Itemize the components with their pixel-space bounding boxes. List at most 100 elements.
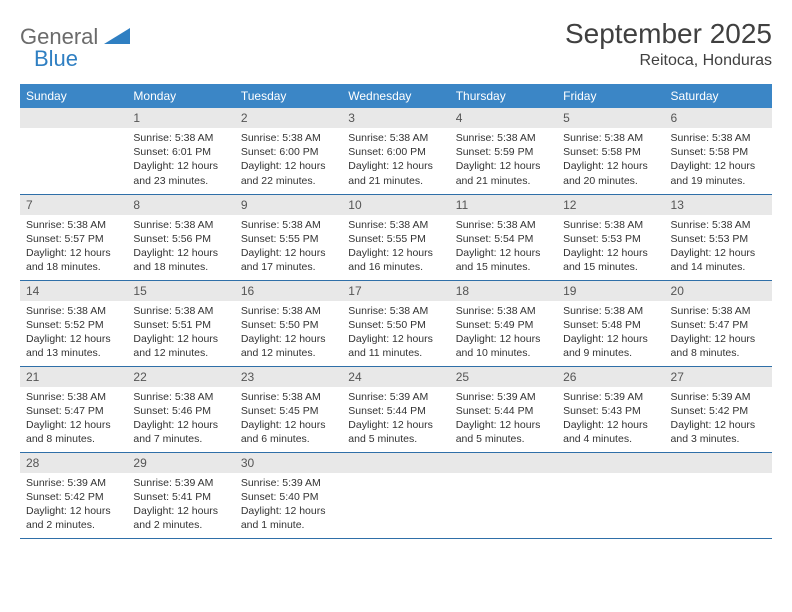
calendar-cell: 26Sunrise: 5:39 AMSunset: 5:43 PMDayligh… [557, 366, 664, 452]
day-number: 13 [665, 195, 772, 215]
sunset-text: Sunset: 5:49 PM [456, 318, 551, 332]
sunset-text: Sunset: 5:54 PM [456, 232, 551, 246]
daylight-text: Daylight: 12 hours and 21 minutes. [348, 159, 443, 187]
day-body: Sunrise: 5:38 AMSunset: 6:01 PMDaylight:… [127, 128, 234, 192]
sunrise-text: Sunrise: 5:38 AM [563, 131, 658, 145]
daylight-text: Daylight: 12 hours and 2 minutes. [26, 504, 121, 532]
calendar-cell-empty [557, 452, 664, 538]
sunset-text: Sunset: 5:58 PM [563, 145, 658, 159]
daylight-text: Daylight: 12 hours and 22 minutes. [241, 159, 336, 187]
daylight-text: Daylight: 12 hours and 5 minutes. [348, 418, 443, 446]
weekday-header: Monday [127, 84, 234, 108]
day-number: 2 [235, 108, 342, 128]
day-number: 28 [20, 453, 127, 473]
calendar-cell-empty [342, 452, 449, 538]
sunrise-text: Sunrise: 5:39 AM [26, 476, 121, 490]
daylight-text: Daylight: 12 hours and 17 minutes. [241, 246, 336, 274]
sunrise-text: Sunrise: 5:39 AM [456, 390, 551, 404]
day-body: Sunrise: 5:38 AMSunset: 5:50 PMDaylight:… [235, 301, 342, 365]
sunset-text: Sunset: 5:46 PM [133, 404, 228, 418]
sunrise-text: Sunrise: 5:38 AM [241, 304, 336, 318]
day-body: Sunrise: 5:38 AMSunset: 5:46 PMDaylight:… [127, 387, 234, 451]
weekday-row: SundayMondayTuesdayWednesdayThursdayFrid… [20, 84, 772, 108]
day-body: Sunrise: 5:38 AMSunset: 5:59 PMDaylight:… [450, 128, 557, 192]
day-body: Sunrise: 5:38 AMSunset: 5:47 PMDaylight:… [665, 301, 772, 365]
sunrise-text: Sunrise: 5:38 AM [241, 131, 336, 145]
daylight-text: Daylight: 12 hours and 13 minutes. [26, 332, 121, 360]
sunrise-text: Sunrise: 5:39 AM [671, 390, 766, 404]
sunrise-text: Sunrise: 5:38 AM [241, 390, 336, 404]
sunset-text: Sunset: 5:45 PM [241, 404, 336, 418]
calendar-cell: 18Sunrise: 5:38 AMSunset: 5:49 PMDayligh… [450, 280, 557, 366]
calendar-cell-empty [665, 452, 772, 538]
day-body: Sunrise: 5:39 AMSunset: 5:42 PMDaylight:… [665, 387, 772, 451]
sunrise-text: Sunrise: 5:38 AM [26, 390, 121, 404]
day-body [450, 473, 557, 527]
calendar-week-row: 28Sunrise: 5:39 AMSunset: 5:42 PMDayligh… [20, 452, 772, 538]
calendar-cell: 1Sunrise: 5:38 AMSunset: 6:01 PMDaylight… [127, 108, 234, 194]
day-body: Sunrise: 5:39 AMSunset: 5:44 PMDaylight:… [450, 387, 557, 451]
sunset-text: Sunset: 5:42 PM [26, 490, 121, 504]
sunset-text: Sunset: 5:44 PM [348, 404, 443, 418]
daylight-text: Daylight: 12 hours and 6 minutes. [241, 418, 336, 446]
day-body: Sunrise: 5:38 AMSunset: 5:45 PMDaylight:… [235, 387, 342, 451]
calendar-cell: 13Sunrise: 5:38 AMSunset: 5:53 PMDayligh… [665, 194, 772, 280]
sunset-text: Sunset: 5:53 PM [671, 232, 766, 246]
daylight-text: Daylight: 12 hours and 14 minutes. [671, 246, 766, 274]
sunrise-text: Sunrise: 5:39 AM [563, 390, 658, 404]
daylight-text: Daylight: 12 hours and 18 minutes. [133, 246, 228, 274]
day-number: 27 [665, 367, 772, 387]
day-number: 25 [450, 367, 557, 387]
day-body: Sunrise: 5:38 AMSunset: 6:00 PMDaylight:… [342, 128, 449, 192]
sunrise-text: Sunrise: 5:38 AM [563, 218, 658, 232]
day-number: 8 [127, 195, 234, 215]
daylight-text: Daylight: 12 hours and 5 minutes. [456, 418, 551, 446]
sunset-text: Sunset: 5:51 PM [133, 318, 228, 332]
sunset-text: Sunset: 5:55 PM [348, 232, 443, 246]
sunrise-text: Sunrise: 5:39 AM [241, 476, 336, 490]
daylight-text: Daylight: 12 hours and 3 minutes. [671, 418, 766, 446]
day-number: 5 [557, 108, 664, 128]
calendar-cell: 29Sunrise: 5:39 AMSunset: 5:41 PMDayligh… [127, 452, 234, 538]
day-number: 23 [235, 367, 342, 387]
day-body: Sunrise: 5:38 AMSunset: 5:58 PMDaylight:… [557, 128, 664, 192]
calendar-cell: 16Sunrise: 5:38 AMSunset: 5:50 PMDayligh… [235, 280, 342, 366]
day-body: Sunrise: 5:38 AMSunset: 5:47 PMDaylight:… [20, 387, 127, 451]
sunset-text: Sunset: 5:47 PM [671, 318, 766, 332]
sunrise-text: Sunrise: 5:38 AM [133, 390, 228, 404]
sunset-text: Sunset: 5:42 PM [671, 404, 766, 418]
day-number: 21 [20, 367, 127, 387]
day-body: Sunrise: 5:38 AMSunset: 5:52 PMDaylight:… [20, 301, 127, 365]
day-body: Sunrise: 5:39 AMSunset: 5:43 PMDaylight:… [557, 387, 664, 451]
day-number: 12 [557, 195, 664, 215]
calendar-cell: 9Sunrise: 5:38 AMSunset: 5:55 PMDaylight… [235, 194, 342, 280]
sunrise-text: Sunrise: 5:38 AM [671, 131, 766, 145]
day-body: Sunrise: 5:38 AMSunset: 5:57 PMDaylight:… [20, 215, 127, 279]
calendar-cell: 15Sunrise: 5:38 AMSunset: 5:51 PMDayligh… [127, 280, 234, 366]
day-body: Sunrise: 5:39 AMSunset: 5:41 PMDaylight:… [127, 473, 234, 537]
calendar-cell: 12Sunrise: 5:38 AMSunset: 5:53 PMDayligh… [557, 194, 664, 280]
day-number: 17 [342, 281, 449, 301]
day-body: Sunrise: 5:38 AMSunset: 5:49 PMDaylight:… [450, 301, 557, 365]
sunset-text: Sunset: 6:00 PM [241, 145, 336, 159]
day-body: Sunrise: 5:39 AMSunset: 5:40 PMDaylight:… [235, 473, 342, 537]
sunset-text: Sunset: 5:52 PM [26, 318, 121, 332]
sunrise-text: Sunrise: 5:38 AM [671, 304, 766, 318]
sunset-text: Sunset: 5:41 PM [133, 490, 228, 504]
daylight-text: Daylight: 12 hours and 8 minutes. [26, 418, 121, 446]
calendar-cell: 14Sunrise: 5:38 AMSunset: 5:52 PMDayligh… [20, 280, 127, 366]
sunrise-text: Sunrise: 5:39 AM [348, 390, 443, 404]
day-body: Sunrise: 5:38 AMSunset: 5:58 PMDaylight:… [665, 128, 772, 192]
sunrise-text: Sunrise: 5:38 AM [133, 131, 228, 145]
daylight-text: Daylight: 12 hours and 20 minutes. [563, 159, 658, 187]
calendar-cell: 19Sunrise: 5:38 AMSunset: 5:48 PMDayligh… [557, 280, 664, 366]
calendar-cell-empty [450, 452, 557, 538]
sunset-text: Sunset: 5:44 PM [456, 404, 551, 418]
calendar-cell: 25Sunrise: 5:39 AMSunset: 5:44 PMDayligh… [450, 366, 557, 452]
daylight-text: Daylight: 12 hours and 15 minutes. [456, 246, 551, 274]
day-body [342, 473, 449, 527]
sunrise-text: Sunrise: 5:38 AM [348, 218, 443, 232]
sunset-text: Sunset: 5:43 PM [563, 404, 658, 418]
day-number: 11 [450, 195, 557, 215]
sunset-text: Sunset: 5:55 PM [241, 232, 336, 246]
